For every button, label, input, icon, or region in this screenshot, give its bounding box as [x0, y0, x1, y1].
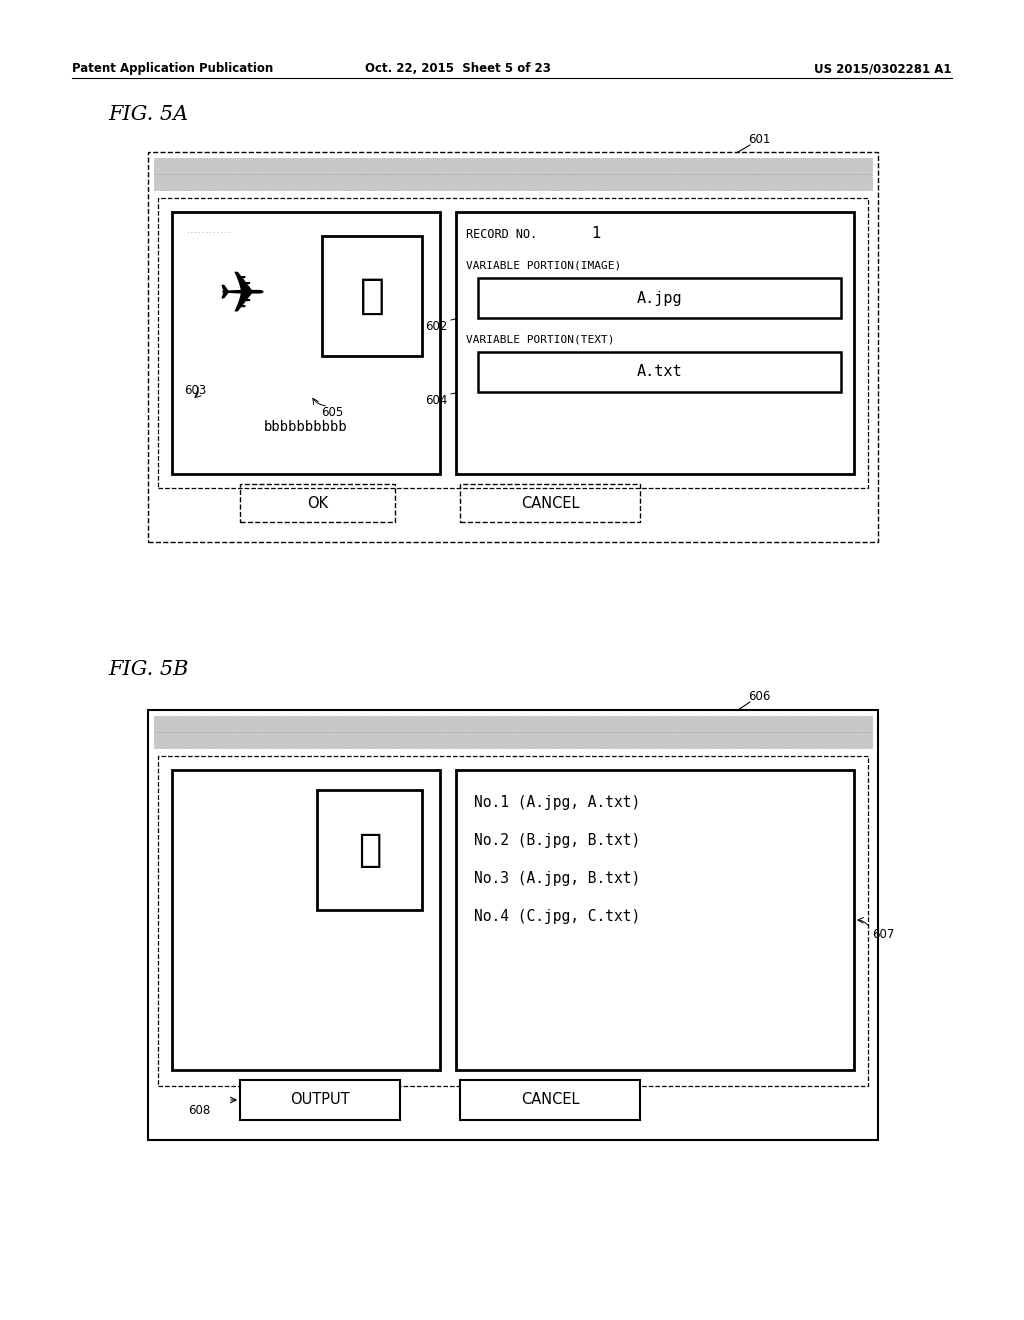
Bar — [190, 236, 295, 356]
Bar — [158, 756, 868, 1086]
Bar — [240, 1080, 400, 1119]
Bar — [154, 158, 872, 174]
Text: 607: 607 — [872, 928, 894, 941]
Bar — [456, 213, 854, 474]
Bar — [158, 198, 868, 488]
Text: ✈: ✈ — [218, 268, 267, 325]
Text: No.2 (B.jpg, B.txt): No.2 (B.jpg, B.txt) — [474, 833, 640, 847]
Bar — [154, 715, 872, 733]
Text: No.3 (A.jpg, B.txt): No.3 (A.jpg, B.txt) — [474, 871, 640, 886]
Bar — [566, 220, 626, 246]
Bar — [154, 733, 872, 748]
Bar — [182, 397, 430, 457]
Bar — [182, 780, 430, 975]
Bar — [172, 213, 440, 474]
Bar — [317, 789, 422, 909]
Text: 601: 601 — [748, 133, 770, 147]
Bar — [182, 979, 430, 1048]
Text: 🚲: 🚲 — [359, 275, 384, 317]
Bar — [460, 484, 640, 521]
Text: No.4 (C.jpg, C.txt): No.4 (C.jpg, C.txt) — [474, 909, 640, 924]
Text: 604: 604 — [426, 393, 449, 407]
Bar — [148, 710, 878, 1140]
Text: Oct. 22, 2015  Sheet 5 of 23: Oct. 22, 2015 Sheet 5 of 23 — [365, 62, 551, 75]
Bar — [456, 770, 854, 1071]
Text: CANCEL: CANCEL — [521, 1093, 580, 1107]
Bar — [478, 279, 841, 318]
Text: bbbbbbbbbb: bbbbbbbbbb — [264, 420, 348, 434]
Text: OUTPUT: OUTPUT — [290, 1093, 350, 1107]
Text: Patent Application Publication: Patent Application Publication — [72, 62, 273, 75]
Text: VARIABLE PORTION(IMAGE): VARIABLE PORTION(IMAGE) — [466, 260, 622, 271]
Bar — [148, 152, 878, 543]
Text: FIG. 5A: FIG. 5A — [108, 106, 188, 124]
Text: 1: 1 — [591, 226, 601, 240]
Bar — [478, 352, 841, 392]
Text: RECORD NO.: RECORD NO. — [466, 228, 538, 242]
Text: A.txt: A.txt — [637, 364, 682, 380]
Bar — [154, 174, 872, 190]
Bar — [240, 484, 395, 521]
Text: - - - - - - - - - - - -: - - - - - - - - - - - - — [187, 230, 230, 235]
Text: 602: 602 — [426, 319, 449, 333]
Bar — [322, 236, 422, 356]
Text: 605: 605 — [321, 407, 343, 418]
Bar — [182, 222, 430, 392]
Bar — [172, 770, 440, 1071]
Text: 603: 603 — [184, 384, 206, 397]
Text: OK: OK — [307, 495, 328, 511]
Text: CANCEL: CANCEL — [521, 495, 580, 511]
Text: US 2015/0302281 A1: US 2015/0302281 A1 — [814, 62, 952, 75]
Text: A.jpg: A.jpg — [637, 290, 682, 305]
Text: VARIABLE PORTION(TEXT): VARIABLE PORTION(TEXT) — [466, 334, 614, 345]
Text: FIG. 5B: FIG. 5B — [108, 660, 188, 678]
Text: No.1 (A.jpg, A.txt): No.1 (A.jpg, A.txt) — [474, 795, 640, 810]
Text: 606: 606 — [748, 690, 770, 704]
Bar — [190, 789, 290, 909]
Bar — [460, 1080, 640, 1119]
Text: 🚲: 🚲 — [357, 832, 381, 869]
Text: 608: 608 — [188, 1104, 210, 1117]
